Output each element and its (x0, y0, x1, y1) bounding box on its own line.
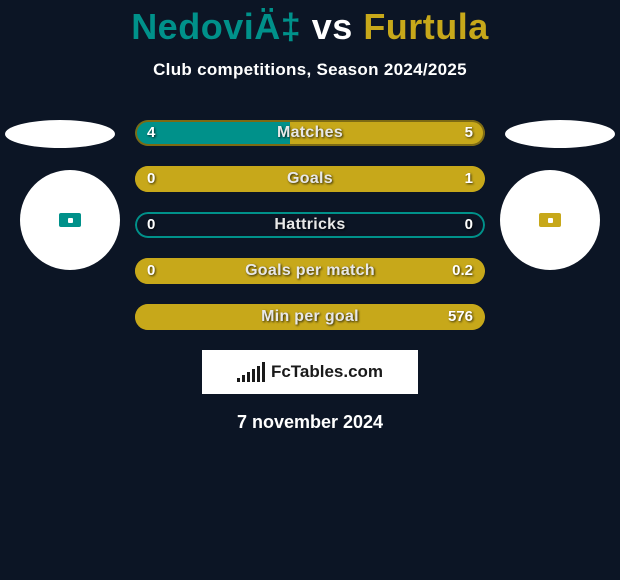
stats-container: 45Matches 01Goals 00Hattricks 00.2Goals per… (135, 120, 485, 330)
comparison-title: NedoviÄ‡ vs Furtula (0, 0, 620, 48)
bar-segment (247, 372, 250, 382)
stat-row: 00Hattricks (135, 212, 485, 238)
fctables-badge[interactable]: FcTables.com (202, 350, 418, 394)
date-label: 7 november 2024 (0, 412, 620, 433)
chip-dot (548, 218, 553, 223)
bar-segment (237, 378, 240, 382)
stat-label: Matches (135, 120, 485, 146)
bar-segment (262, 362, 265, 382)
fctables-bars-icon (237, 362, 265, 382)
player1-team-chip (59, 213, 81, 227)
player2-team-chip (539, 213, 561, 227)
comparison-arena: 45Matches 01Goals 00Hattricks 00.2Goals per… (0, 120, 620, 433)
player1-name: NedoviÄ‡ (131, 6, 301, 47)
stat-label: Goals (135, 166, 485, 192)
stat-row: 45Matches (135, 120, 485, 146)
stat-row: 00.2Goals per match (135, 258, 485, 284)
stat-label: Hattricks (135, 212, 485, 238)
player2-avatar-circle (500, 170, 600, 270)
bar-segment (252, 369, 255, 382)
vs-text: vs (312, 6, 353, 47)
fctables-text: FcTables.com (271, 362, 383, 382)
bar-segment (257, 366, 260, 382)
subtitle: Club competitions, Season 2024/2025 (0, 60, 620, 80)
player2-ellipse (505, 120, 615, 148)
bar-segment (242, 375, 245, 382)
stat-row: 576Min per goal (135, 304, 485, 330)
player1-avatar-circle (20, 170, 120, 270)
player2-name: Furtula (363, 6, 489, 47)
chip-dot (68, 218, 73, 223)
stat-row: 01Goals (135, 166, 485, 192)
player1-ellipse (5, 120, 115, 148)
stat-label: Goals per match (135, 258, 485, 284)
stat-label: Min per goal (135, 304, 485, 330)
